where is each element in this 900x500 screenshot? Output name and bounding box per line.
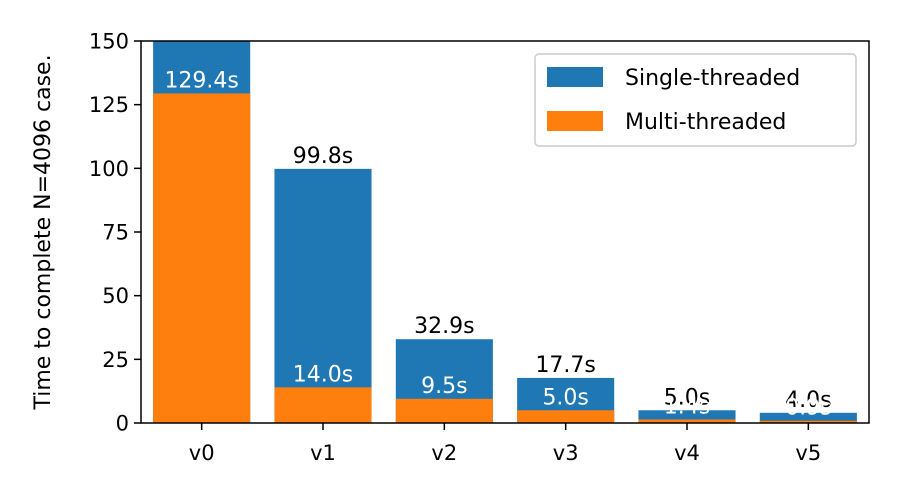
data-label-single-threaded-v5: 4.0s — [785, 388, 831, 413]
bar-multi-threaded-v0 — [153, 93, 251, 423]
x-tick-label-v4: v4 — [674, 441, 700, 465]
y-tick-label-150: 150 — [89, 30, 129, 54]
bar-single-threaded-v5 — [759, 412, 857, 423]
y-tick-label-25: 25 — [102, 348, 129, 372]
y-axis-label: Time to complete N=4096 case. — [31, 54, 56, 410]
y-tick-label-75: 75 — [102, 221, 129, 245]
data-label-multi-threaded-v5: 0.9s — [785, 396, 831, 421]
y-tick-label-0: 0 — [116, 412, 129, 436]
x-tick-label-v3: v3 — [553, 441, 579, 465]
bar-multi-threaded-v5 — [759, 420, 857, 423]
x-tick-label-v2: v2 — [431, 441, 457, 465]
y-tick-label-50: 50 — [102, 284, 129, 308]
legend-label-multi-threaded: Multi-threaded — [625, 110, 786, 135]
bar-multi-threaded-v1 — [274, 387, 372, 423]
bar-multi-threaded-v2 — [395, 398, 493, 423]
legend-swatch-single-threaded — [547, 67, 603, 87]
data-label-single-threaded-v4: 5.0s — [664, 385, 710, 410]
y-tick-label-100: 100 — [89, 157, 129, 181]
bar-multi-threaded-v4 — [638, 419, 736, 423]
data-label-multi-threaded-v4: 1.4s — [664, 394, 710, 419]
bar-single-threaded-v1 — [274, 168, 372, 423]
x-tick-label-v1: v1 — [310, 441, 336, 465]
data-label-single-threaded-v1: 99.8s — [293, 144, 353, 169]
x-tick-label-v5: v5 — [795, 441, 821, 465]
x-tick-label-v0: v0 — [189, 441, 215, 465]
legend-swatch-multi-threaded — [547, 111, 603, 131]
data-label-multi-threaded-v2: 9.5s — [421, 374, 467, 399]
data-label-multi-threaded-v0: 129.4s — [164, 68, 238, 93]
data-label-multi-threaded-v3: 5.0s — [542, 385, 588, 410]
legend-label-single-threaded: Single-threaded — [625, 66, 800, 91]
legend-box — [534, 53, 857, 147]
bar-multi-threaded-v3 — [517, 410, 615, 423]
data-label-single-threaded-v3: 17.7s — [535, 353, 595, 378]
data-label-multi-threaded-v1: 14.0s — [293, 362, 353, 387]
data-label-single-threaded-v2: 32.9s — [414, 314, 474, 339]
y-tick-label-125: 125 — [89, 93, 129, 117]
